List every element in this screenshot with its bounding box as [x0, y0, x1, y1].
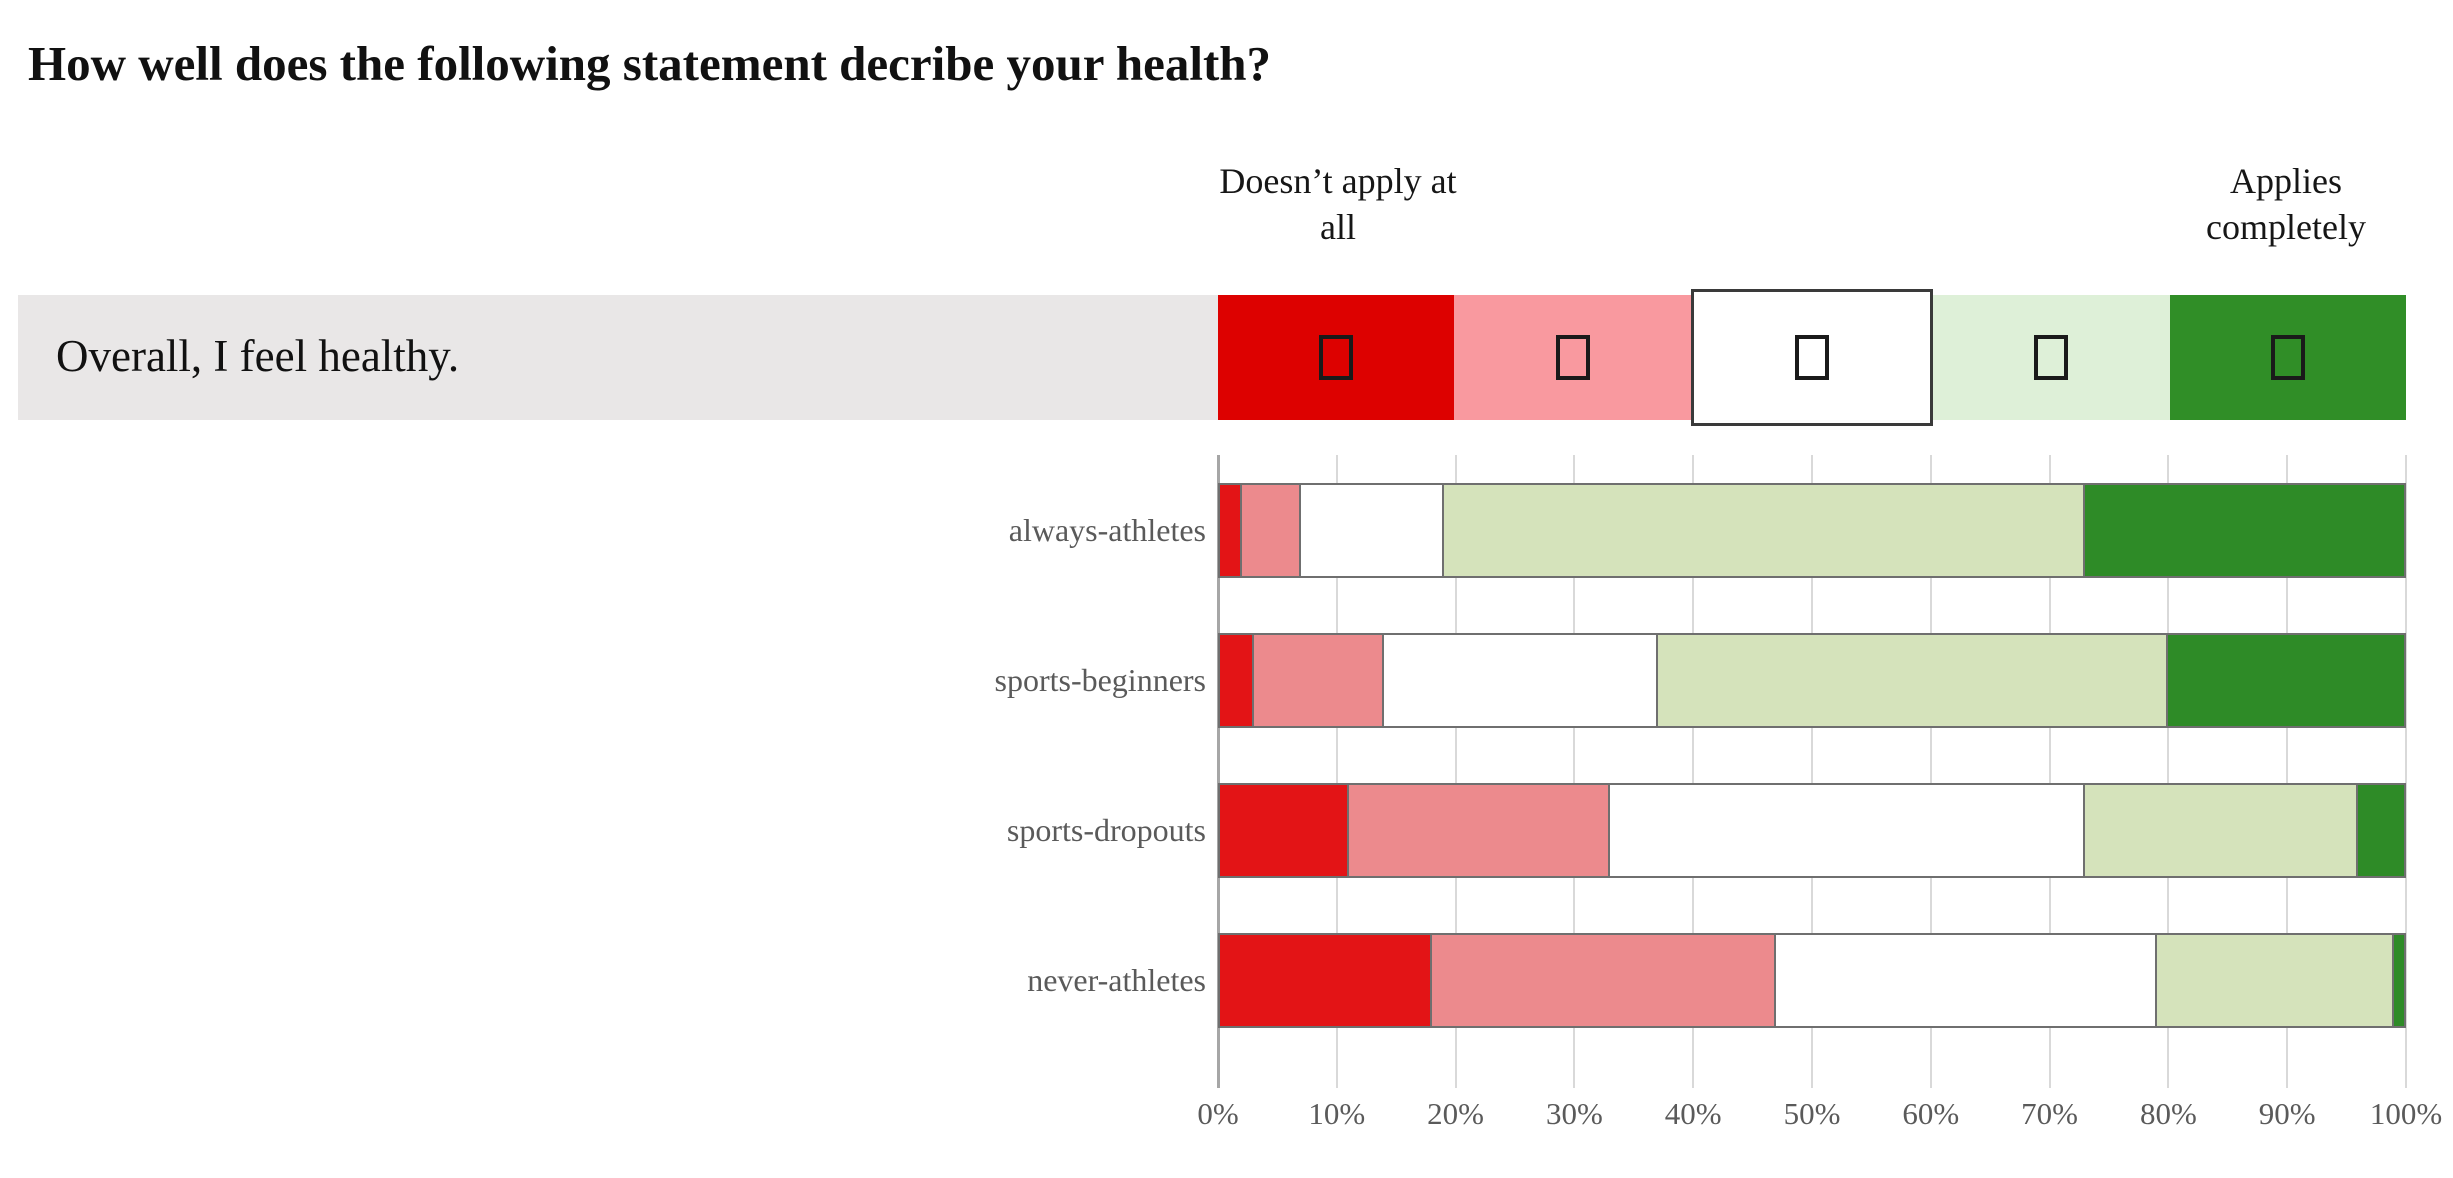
x-axis-tick: 30%: [1545, 1096, 1603, 1131]
gridline: [1454, 455, 1457, 1088]
page-title: How well does the following statement de…: [28, 35, 1272, 91]
category-label-sports-dropouts: sports-dropouts: [1006, 812, 1206, 848]
statement-row: Overall, I feel healthy.: [18, 295, 1218, 420]
category-label-always-athletes: always-athletes: [1008, 512, 1206, 548]
scale-option-level-4[interactable]: [1933, 295, 2170, 420]
x-axis-tick: 0%: [1197, 1096, 1239, 1131]
gridline: [1335, 455, 1338, 1088]
checkbox-icon: [1319, 335, 1354, 380]
statement-text: Overall, I feel healthy.: [56, 331, 460, 381]
bar-segment-always-athletes-level-2: [1239, 483, 1302, 578]
scale-option-doesnt-apply-at-all[interactable]: [1218, 295, 1455, 420]
bar-segment-never-athletes-level-5: [2392, 933, 2406, 1028]
bar-segment-sports-dropouts-level-2: [1346, 783, 1611, 878]
bar-segment-always-athletes-level-3: [1299, 483, 1444, 578]
bar-segment-always-athletes-level-4: [1441, 483, 2086, 578]
bar-segment-always-athletes-level-5: [2083, 483, 2406, 578]
bar-segment-sports-dropouts-level-4: [2083, 783, 2359, 878]
response-scale-options: [1218, 289, 2407, 426]
bar-always-athletes: [1218, 483, 2406, 578]
category-label-sports-beginners: sports-beginners: [994, 662, 1206, 698]
bar-segment-sports-dropouts-level-5: [2356, 783, 2406, 878]
bar-segment-sports-beginners-level-5: [2166, 633, 2406, 728]
bar-segment-never-athletes-level-4: [2154, 933, 2395, 1028]
x-axis-tick: 50%: [1783, 1096, 1841, 1131]
scale-label-doesnt-apply: Doesn’t apply at all: [1219, 161, 1457, 248]
bar-segment-never-athletes-level-2: [1429, 933, 1777, 1028]
x-axis-tick: 20%: [1427, 1096, 1484, 1131]
bar-segment-sports-dropouts-level-1: [1218, 783, 1349, 878]
x-axis-tick: 80%: [2139, 1096, 2197, 1131]
gridline: [1692, 455, 1695, 1088]
bar-segment-sports-beginners-level-4: [1655, 633, 2169, 728]
scale-label-applies-completely: Applies completely: [2206, 161, 2366, 248]
checkbox-icon: [2270, 335, 2305, 380]
bar-segment-sports-dropouts-level-3: [1608, 783, 2086, 878]
gridline: [2048, 455, 2051, 1088]
bar-sports-dropouts: [1218, 783, 2406, 878]
bar-segment-never-athletes-level-3: [1774, 933, 2157, 1028]
bar-segment-sports-beginners-level-1: [1218, 633, 1254, 728]
gridline: [1573, 455, 1576, 1088]
scale-option-level-3-neutral[interactable]: [1690, 289, 1934, 426]
x-axis-tick: 90%: [2258, 1096, 2316, 1131]
gridline: [2167, 455, 2170, 1088]
bar-never-athletes: [1218, 933, 2406, 1028]
bar-segment-sports-beginners-level-2: [1251, 633, 1385, 728]
x-axis-tick: 70%: [2021, 1096, 2078, 1131]
bar-segment-never-athletes-level-1: [1218, 933, 1432, 1028]
scale-option-level-2[interactable]: [1454, 295, 1691, 420]
gridline: [2286, 455, 2289, 1088]
gridline: [1929, 455, 1932, 1088]
gridline: [2405, 455, 2407, 1088]
bar-sports-beginners: [1218, 633, 2406, 728]
checkbox-icon: [1795, 335, 1830, 380]
x-axis-tick: 60%: [1902, 1096, 1960, 1131]
x-axis-tick: 40%: [1664, 1096, 1722, 1131]
scale-option-applies-completely[interactable]: [2169, 295, 2407, 420]
bar-segment-always-athletes-level-1: [1218, 483, 1242, 578]
bar-segment-sports-beginners-level-3: [1382, 633, 1658, 728]
checkbox-icon: [1555, 335, 1590, 380]
gridline: [1811, 455, 1813, 1088]
x-axis-tick: 10%: [1308, 1096, 1366, 1131]
category-label-never-athletes: never-athletes: [1027, 962, 1206, 998]
checkbox-icon: [2034, 335, 2069, 380]
y-axis-line: [1217, 455, 1220, 1088]
x-axis-tick: 100%: [2369, 1096, 2443, 1131]
